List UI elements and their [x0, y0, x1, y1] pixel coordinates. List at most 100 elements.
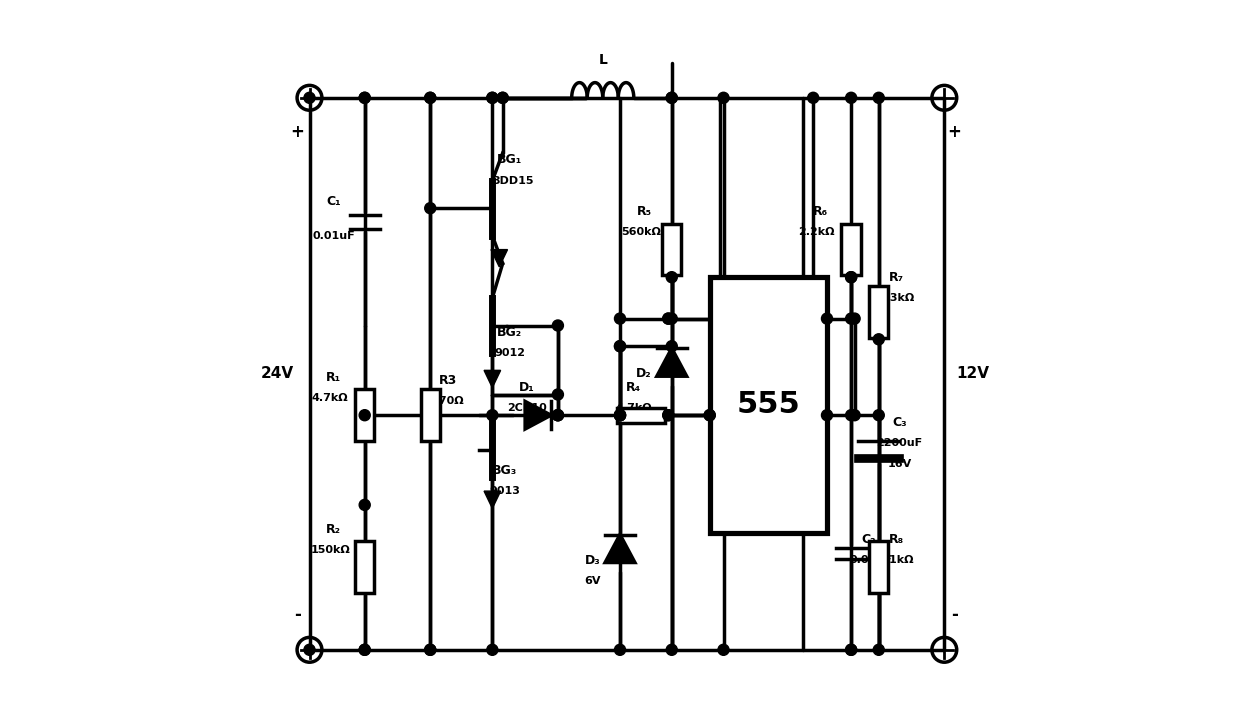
Circle shape — [846, 644, 857, 655]
Text: R₅: R₅ — [636, 205, 652, 218]
Text: R₇: R₇ — [888, 271, 904, 284]
Text: +: + — [947, 123, 961, 141]
Text: 12V: 12V — [957, 366, 990, 382]
Text: 4.7kΩ: 4.7kΩ — [312, 393, 348, 403]
Circle shape — [425, 644, 435, 655]
Circle shape — [552, 410, 563, 420]
Circle shape — [873, 644, 884, 655]
Polygon shape — [491, 250, 507, 267]
Circle shape — [425, 92, 435, 104]
Bar — [869, 286, 888, 338]
Text: R₄: R₄ — [626, 381, 641, 394]
Bar — [616, 408, 665, 423]
Circle shape — [873, 92, 884, 104]
Circle shape — [425, 644, 435, 655]
Circle shape — [425, 203, 435, 214]
Circle shape — [615, 410, 625, 420]
Circle shape — [666, 644, 677, 655]
Circle shape — [487, 644, 498, 655]
Circle shape — [718, 644, 729, 655]
Circle shape — [666, 92, 677, 104]
Circle shape — [846, 644, 857, 655]
Circle shape — [846, 271, 857, 283]
Text: R₆: R₆ — [812, 205, 827, 218]
Polygon shape — [657, 348, 687, 377]
Circle shape — [552, 320, 563, 331]
Circle shape — [304, 644, 315, 655]
Bar — [355, 541, 374, 593]
Text: 2.2kΩ: 2.2kΩ — [799, 228, 835, 238]
Bar — [420, 390, 440, 441]
Text: 6V: 6V — [584, 576, 600, 586]
Text: -: - — [294, 606, 300, 624]
Circle shape — [666, 313, 677, 324]
Circle shape — [360, 410, 371, 420]
Circle shape — [807, 92, 818, 104]
Text: R₈: R₈ — [888, 533, 904, 546]
Text: R3: R3 — [439, 374, 456, 387]
Circle shape — [846, 410, 857, 420]
Text: BG₃: BG₃ — [492, 464, 517, 477]
Text: 16V: 16V — [888, 459, 911, 469]
Text: 3.3kΩ: 3.3kΩ — [878, 293, 914, 303]
Polygon shape — [525, 402, 551, 429]
Text: 555: 555 — [737, 390, 800, 419]
Circle shape — [704, 410, 715, 420]
Circle shape — [821, 313, 832, 324]
Circle shape — [552, 410, 563, 420]
Circle shape — [718, 92, 729, 104]
Circle shape — [615, 410, 625, 420]
Text: 150kΩ: 150kΩ — [310, 545, 350, 554]
Text: 9013: 9013 — [490, 486, 521, 496]
Text: +: + — [290, 123, 304, 141]
Circle shape — [360, 92, 371, 104]
Text: C₁: C₁ — [326, 195, 341, 208]
Text: 560kΩ: 560kΩ — [621, 228, 661, 238]
Circle shape — [849, 313, 861, 324]
Text: D₁: D₁ — [520, 381, 534, 394]
Circle shape — [821, 410, 832, 420]
Text: BG₂: BG₂ — [497, 326, 522, 339]
Circle shape — [873, 334, 884, 345]
Circle shape — [666, 271, 677, 283]
Circle shape — [662, 410, 673, 420]
Bar — [842, 224, 861, 276]
Circle shape — [873, 410, 884, 420]
Circle shape — [615, 410, 625, 420]
Circle shape — [304, 92, 315, 104]
Text: C₃: C₃ — [892, 415, 906, 428]
Text: 1.1kΩ: 1.1kΩ — [878, 555, 914, 565]
Text: C₂: C₂ — [861, 533, 875, 546]
Circle shape — [360, 644, 371, 655]
Circle shape — [487, 410, 498, 420]
Bar — [709, 277, 827, 533]
Bar — [355, 390, 374, 441]
Bar — [869, 541, 888, 593]
Text: 0.01uF: 0.01uF — [312, 231, 355, 240]
Text: 4.7kΩ: 4.7kΩ — [615, 403, 652, 413]
Text: R₁: R₁ — [326, 371, 341, 384]
Circle shape — [360, 92, 371, 104]
Circle shape — [849, 410, 861, 420]
Text: 2CK10: 2CK10 — [507, 403, 547, 413]
Circle shape — [552, 410, 563, 420]
Circle shape — [615, 410, 625, 420]
Circle shape — [615, 341, 625, 352]
Bar — [662, 224, 682, 276]
Text: L: L — [599, 53, 608, 67]
Text: D₃: D₃ — [584, 554, 600, 567]
Circle shape — [662, 410, 673, 420]
Circle shape — [360, 500, 371, 510]
Circle shape — [497, 92, 508, 104]
Circle shape — [615, 644, 625, 655]
Circle shape — [487, 92, 498, 104]
Text: 0.01uF: 0.01uF — [849, 555, 892, 565]
Text: R₂: R₂ — [326, 523, 341, 536]
Text: BG₁: BG₁ — [497, 153, 522, 166]
Circle shape — [662, 313, 673, 324]
Text: 3DD15: 3DD15 — [492, 176, 533, 186]
Polygon shape — [605, 534, 635, 562]
Circle shape — [487, 92, 498, 104]
Text: -: - — [951, 606, 959, 624]
Polygon shape — [484, 370, 501, 387]
